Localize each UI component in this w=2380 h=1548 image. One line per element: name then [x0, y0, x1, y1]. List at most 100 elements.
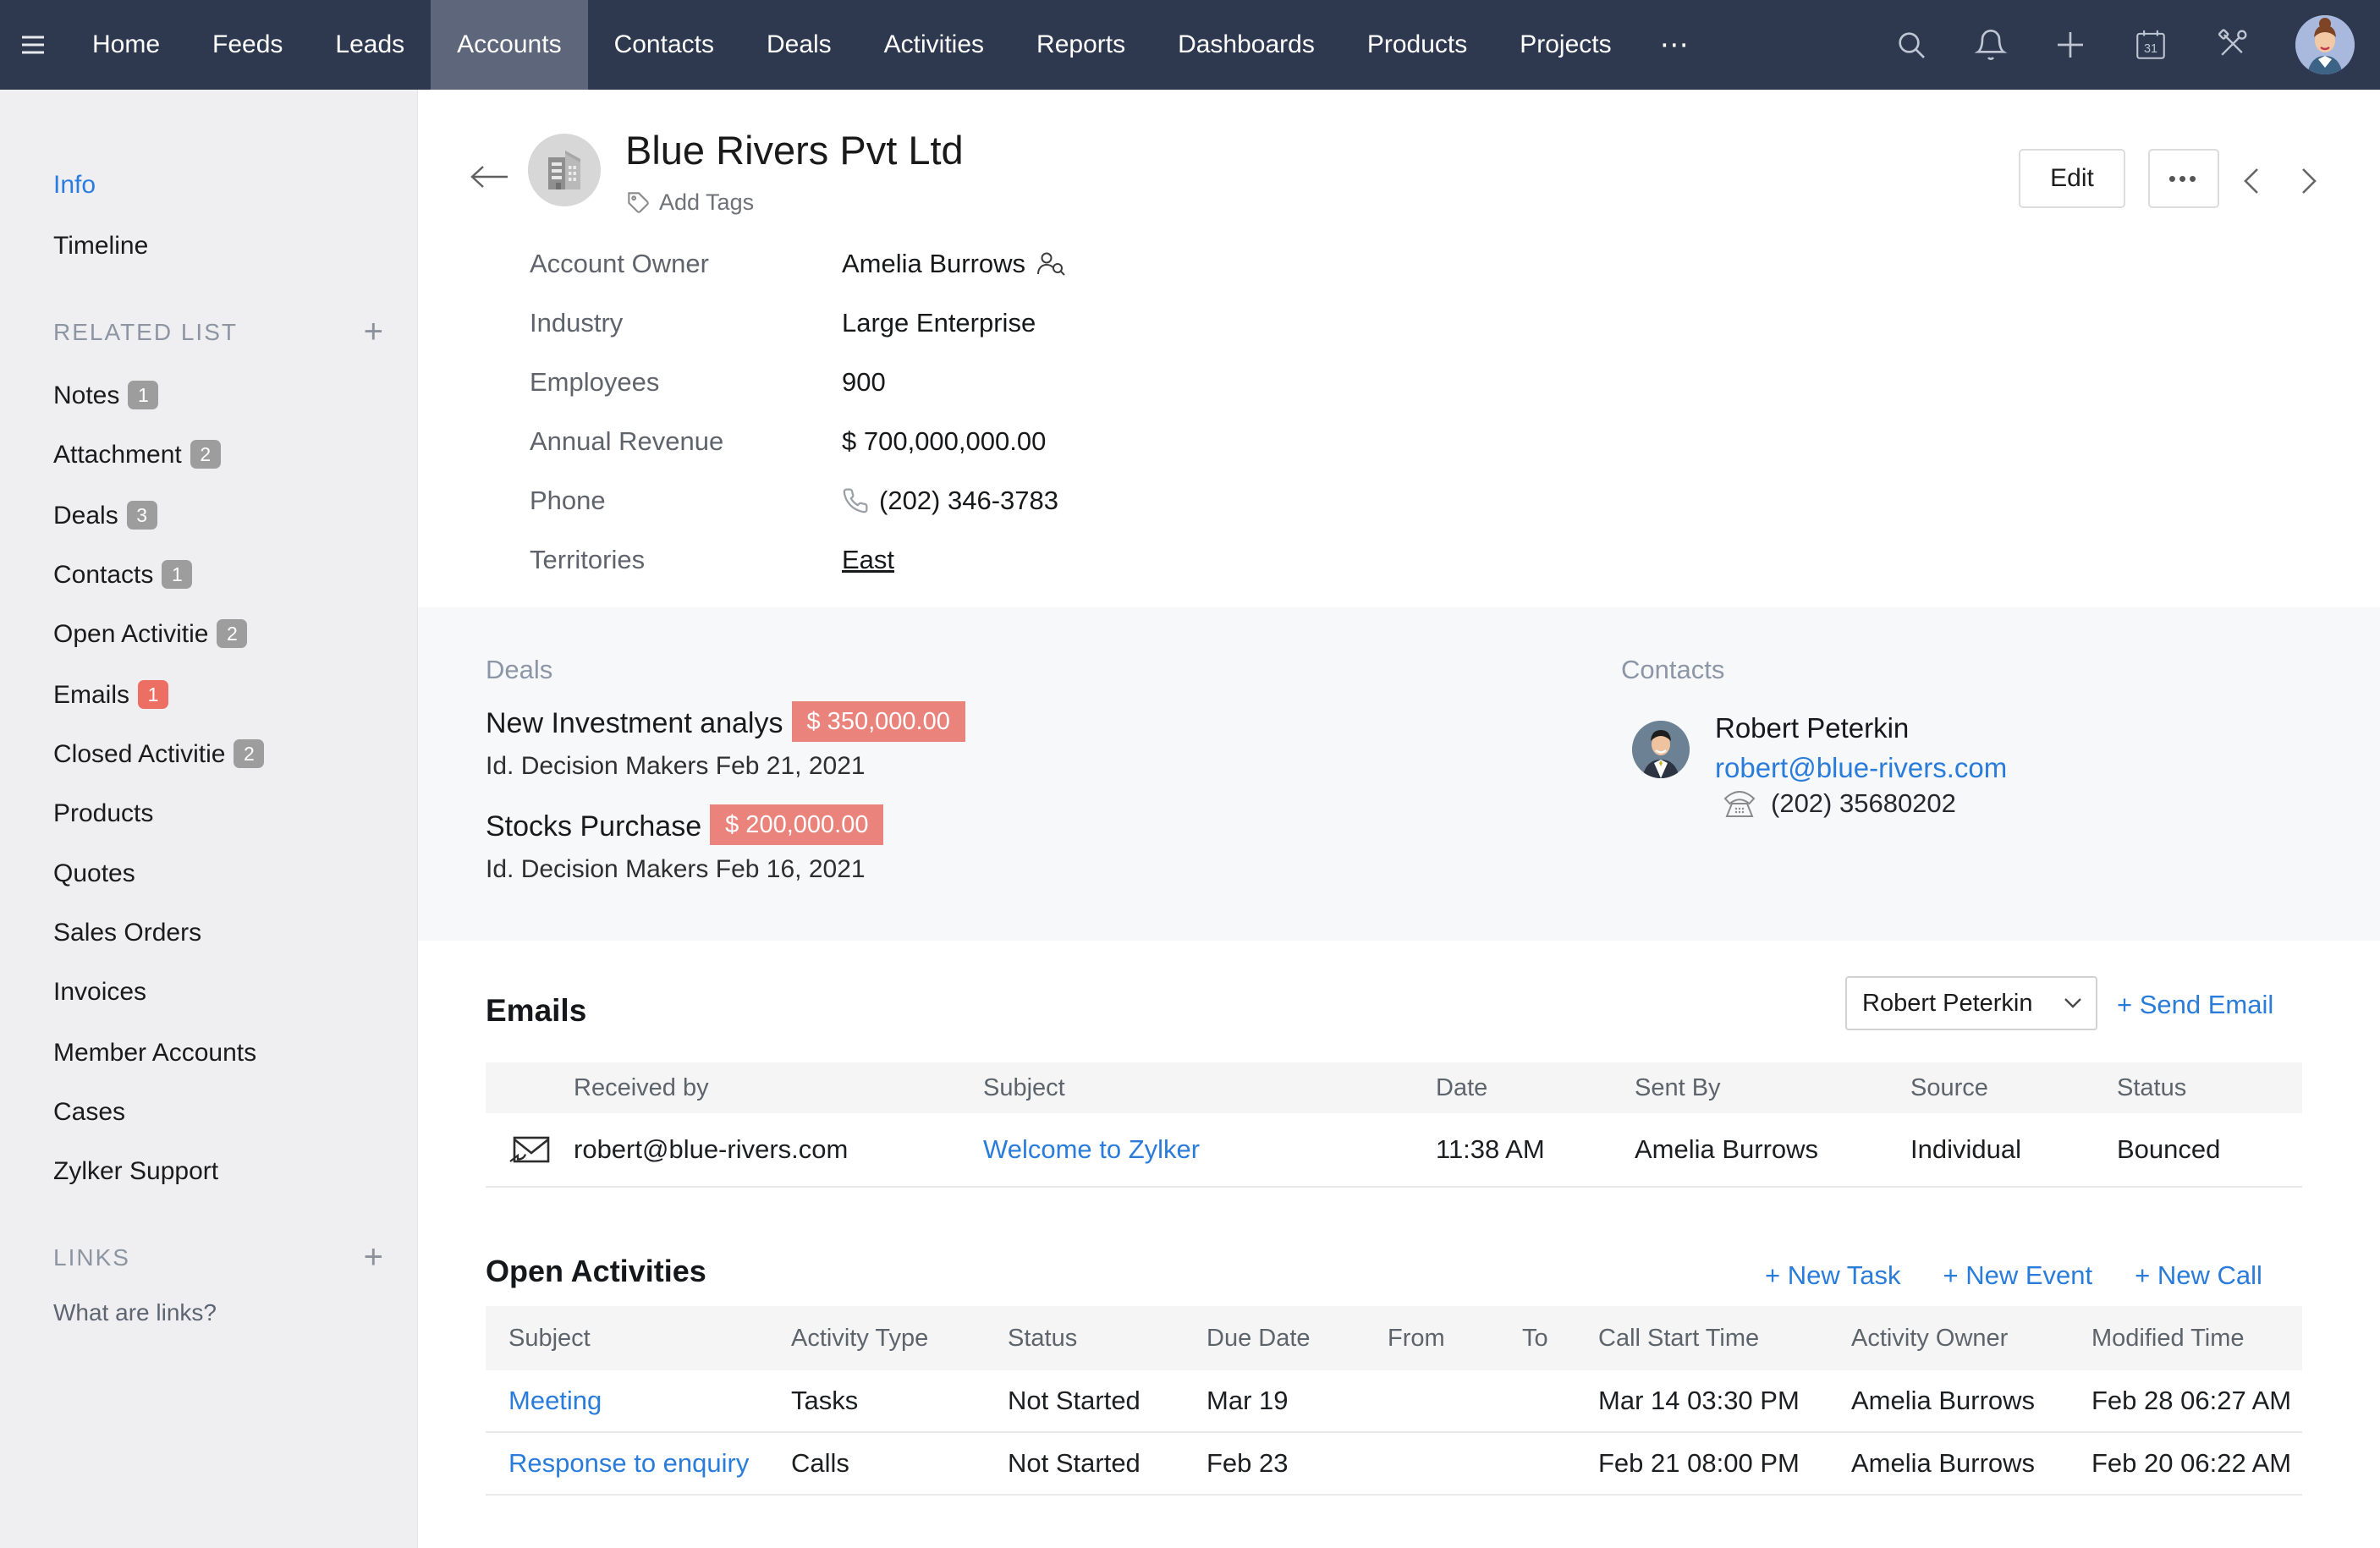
account-avatar — [528, 134, 601, 206]
sidebar-item-contacts[interactable]: Contacts 1 — [53, 560, 193, 590]
sidebar-item-emails[interactable]: Emails 1 — [53, 680, 169, 711]
activity-modified-time: Feb 28 06:27 AM — [2091, 1386, 2292, 1415]
send-email-button[interactable]: + Send Email — [2117, 990, 2274, 1019]
sidebar-item-member-accounts[interactable]: Member Accounts — [53, 1039, 257, 1067]
deal-amount-badge: $ 350,000.00 — [791, 701, 965, 742]
open-activities-table: Subject Activity Type Status Due Date Fr… — [486, 1306, 2302, 1496]
new-task-button[interactable]: + New Task — [1765, 1260, 1901, 1290]
add-tags-button[interactable]: Add Tags — [627, 189, 754, 216]
nav-tab-dashboards[interactable]: Dashboards — [1178, 30, 1315, 58]
nav-more-tabs-icon[interactable]: ⋯ — [1659, 29, 1690, 61]
activity-subject-link[interactable]: Meeting — [508, 1386, 602, 1415]
sidebar-item-open-activities[interactable]: Open Activitie 2 — [53, 619, 248, 650]
open-activities-table-header: Subject Activity Type Status Due Date Fr… — [486, 1306, 2302, 1370]
nav-tab-contacts[interactable]: Contacts — [613, 30, 714, 58]
deal-item[interactable]: New Investment analys $ 350,000.00 — [486, 701, 965, 742]
deal-stage-date: Id. Decision Makers Feb 21, 2021 — [486, 752, 866, 780]
nav-utility-icons: 31 — [1894, 0, 2380, 90]
nav-tab-activities[interactable]: Activities — [883, 30, 985, 58]
sidebar-item-zylker-support[interactable]: Zylker Support — [53, 1157, 219, 1185]
contacts-section-header: Contacts — [1621, 655, 1725, 684]
nav-tab-home[interactable]: Home — [92, 30, 161, 58]
open-activities-heading: Open Activities — [486, 1254, 706, 1288]
activity-due-date: Feb 23 — [1206, 1448, 1289, 1478]
email-subject-link[interactable]: Welcome to Zylker — [983, 1134, 1201, 1164]
account-title: Blue Rivers Pvt Ltd — [625, 128, 964, 173]
nav-tab-reports[interactable]: Reports — [1036, 30, 1126, 58]
calendar-icon[interactable]: 31 — [2133, 27, 2168, 63]
activity-modified-time: Feb 20 06:22 AM — [2091, 1448, 2292, 1478]
phone-number-link[interactable]: (202) 346-3783 — [879, 486, 1058, 515]
quick-create-plus-icon[interactable] — [2053, 28, 2087, 62]
left-sidebar: Info Timeline RELATED LIST + Notes 1 Atta… — [0, 90, 418, 1548]
activity-subject-link[interactable]: Response to enquiry — [508, 1448, 750, 1478]
nav-tab-feeds[interactable]: Feeds — [212, 30, 283, 58]
sidebar-item-sales-orders[interactable]: Sales Orders — [53, 919, 202, 947]
email-date: 11:38 AM — [1436, 1134, 1545, 1164]
territory-link[interactable]: East — [842, 545, 895, 574]
field-employees: Employees 900 — [530, 367, 886, 397]
sidebar-item-invoices[interactable]: Invoices — [53, 978, 147, 1006]
open-activities-count-badge: 2 — [217, 619, 248, 648]
related-list-add-icon[interactable]: + — [363, 313, 383, 350]
activity-row: Response to enquiry Calls Not Started Fe… — [486, 1433, 2302, 1496]
search-icon[interactable] — [1894, 28, 1928, 62]
emails-table: Received by Subject Date Sent By Source … — [486, 1062, 2302, 1188]
deals-section-header: Deals — [486, 655, 553, 684]
activity-row: Meeting Tasks Not Started Mar 19 Mar 14 … — [486, 1370, 2302, 1433]
deal-item[interactable]: Stocks Purchase $ 200,000.00 — [486, 804, 884, 845]
notifications-bell-icon[interactable] — [1974, 28, 2008, 62]
what-are-links-link[interactable]: What are links? — [53, 1299, 217, 1326]
activity-call-start: Mar 14 03:30 PM — [1598, 1386, 1800, 1415]
emails-heading: Emails — [486, 993, 587, 1028]
notes-count-badge: 1 — [128, 381, 159, 409]
field-territories: Territories East — [530, 545, 895, 574]
contact-phone-number[interactable]: (202) 35680202 — [1771, 788, 1956, 818]
previous-record-icon[interactable] — [2239, 164, 2264, 202]
sidebar-item-closed-activities[interactable]: Closed Activitie 2 — [53, 739, 265, 770]
sidebar-item-notes[interactable]: Notes 1 — [53, 381, 159, 411]
user-avatar[interactable] — [2295, 15, 2355, 74]
contact-name-link[interactable]: Robert Peterkin — [1715, 712, 1910, 744]
nav-tab-projects[interactable]: Projects — [1520, 30, 1612, 58]
activity-owner: Amelia Burrows — [1851, 1386, 2036, 1415]
deals-contacts-band — [418, 607, 2380, 941]
field-annual-revenue: Annual Revenue $ 700,000,000.00 — [530, 426, 1047, 456]
sidebar-item-deals[interactable]: Deals 3 — [53, 501, 157, 531]
nav-tab-deals[interactable]: Deals — [766, 30, 832, 58]
settings-tools-icon[interactable] — [2214, 27, 2250, 63]
account-detail-fields: Account Owner Amelia Burrows Industry La… — [530, 234, 1066, 590]
sidebar-item-attachment[interactable]: Attachment 2 — [53, 440, 221, 470]
sidebar-item-products[interactable]: Products — [53, 799, 154, 827]
emails-table-header: Received by Subject Date Sent By Source … — [486, 1062, 2302, 1113]
chevron-down-icon — [2064, 998, 2081, 1008]
nav-tab-leads[interactable]: Leads — [335, 30, 405, 58]
back-arrow-icon[interactable] — [469, 162, 509, 195]
email-source: Individual — [1910, 1134, 2021, 1164]
activity-status: Not Started — [1008, 1448, 1141, 1478]
nav-tab-products[interactable]: Products — [1366, 30, 1468, 58]
sidebar-item-info[interactable]: Info — [53, 171, 96, 199]
more-actions-button[interactable]: ••• — [2148, 149, 2219, 208]
email-row: robert@blue-rivers.com Welcome to Zylker… — [486, 1113, 2302, 1188]
svg-text:31: 31 — [2144, 42, 2157, 56]
new-call-button[interactable]: + New Call — [2135, 1260, 2262, 1290]
owner-lookup-icon[interactable] — [1036, 250, 1066, 277]
links-add-icon[interactable]: + — [363, 1238, 383, 1276]
contact-email-link[interactable]: robert@blue-rivers.com — [1715, 752, 2008, 783]
hamburger-menu-icon[interactable] — [0, 0, 66, 90]
nav-tab-accounts[interactable]: Accounts — [431, 0, 588, 90]
top-navigation-bar: Home Feeds Leads Accounts Contacts Deals… — [0, 0, 2380, 90]
email-contact-filter-dropdown[interactable]: Robert Peterkin — [1845, 976, 2097, 1030]
sidebar-item-quotes[interactable]: Quotes — [53, 859, 135, 887]
main-content: Blue Rivers Pvt Ltd Add Tags Edit ••• Ac… — [418, 90, 2380, 1548]
deal-amount-badge: $ 200,000.00 — [710, 804, 884, 845]
related-list-header: RELATED LIST — [53, 319, 238, 345]
new-event-button[interactable]: + New Event — [1943, 1260, 2093, 1290]
tag-icon — [628, 191, 649, 213]
sidebar-item-cases[interactable]: Cases — [53, 1098, 126, 1126]
sidebar-item-timeline[interactable]: Timeline — [53, 232, 149, 260]
next-record-icon[interactable] — [2296, 164, 2322, 202]
edit-button[interactable]: Edit — [2019, 149, 2125, 208]
